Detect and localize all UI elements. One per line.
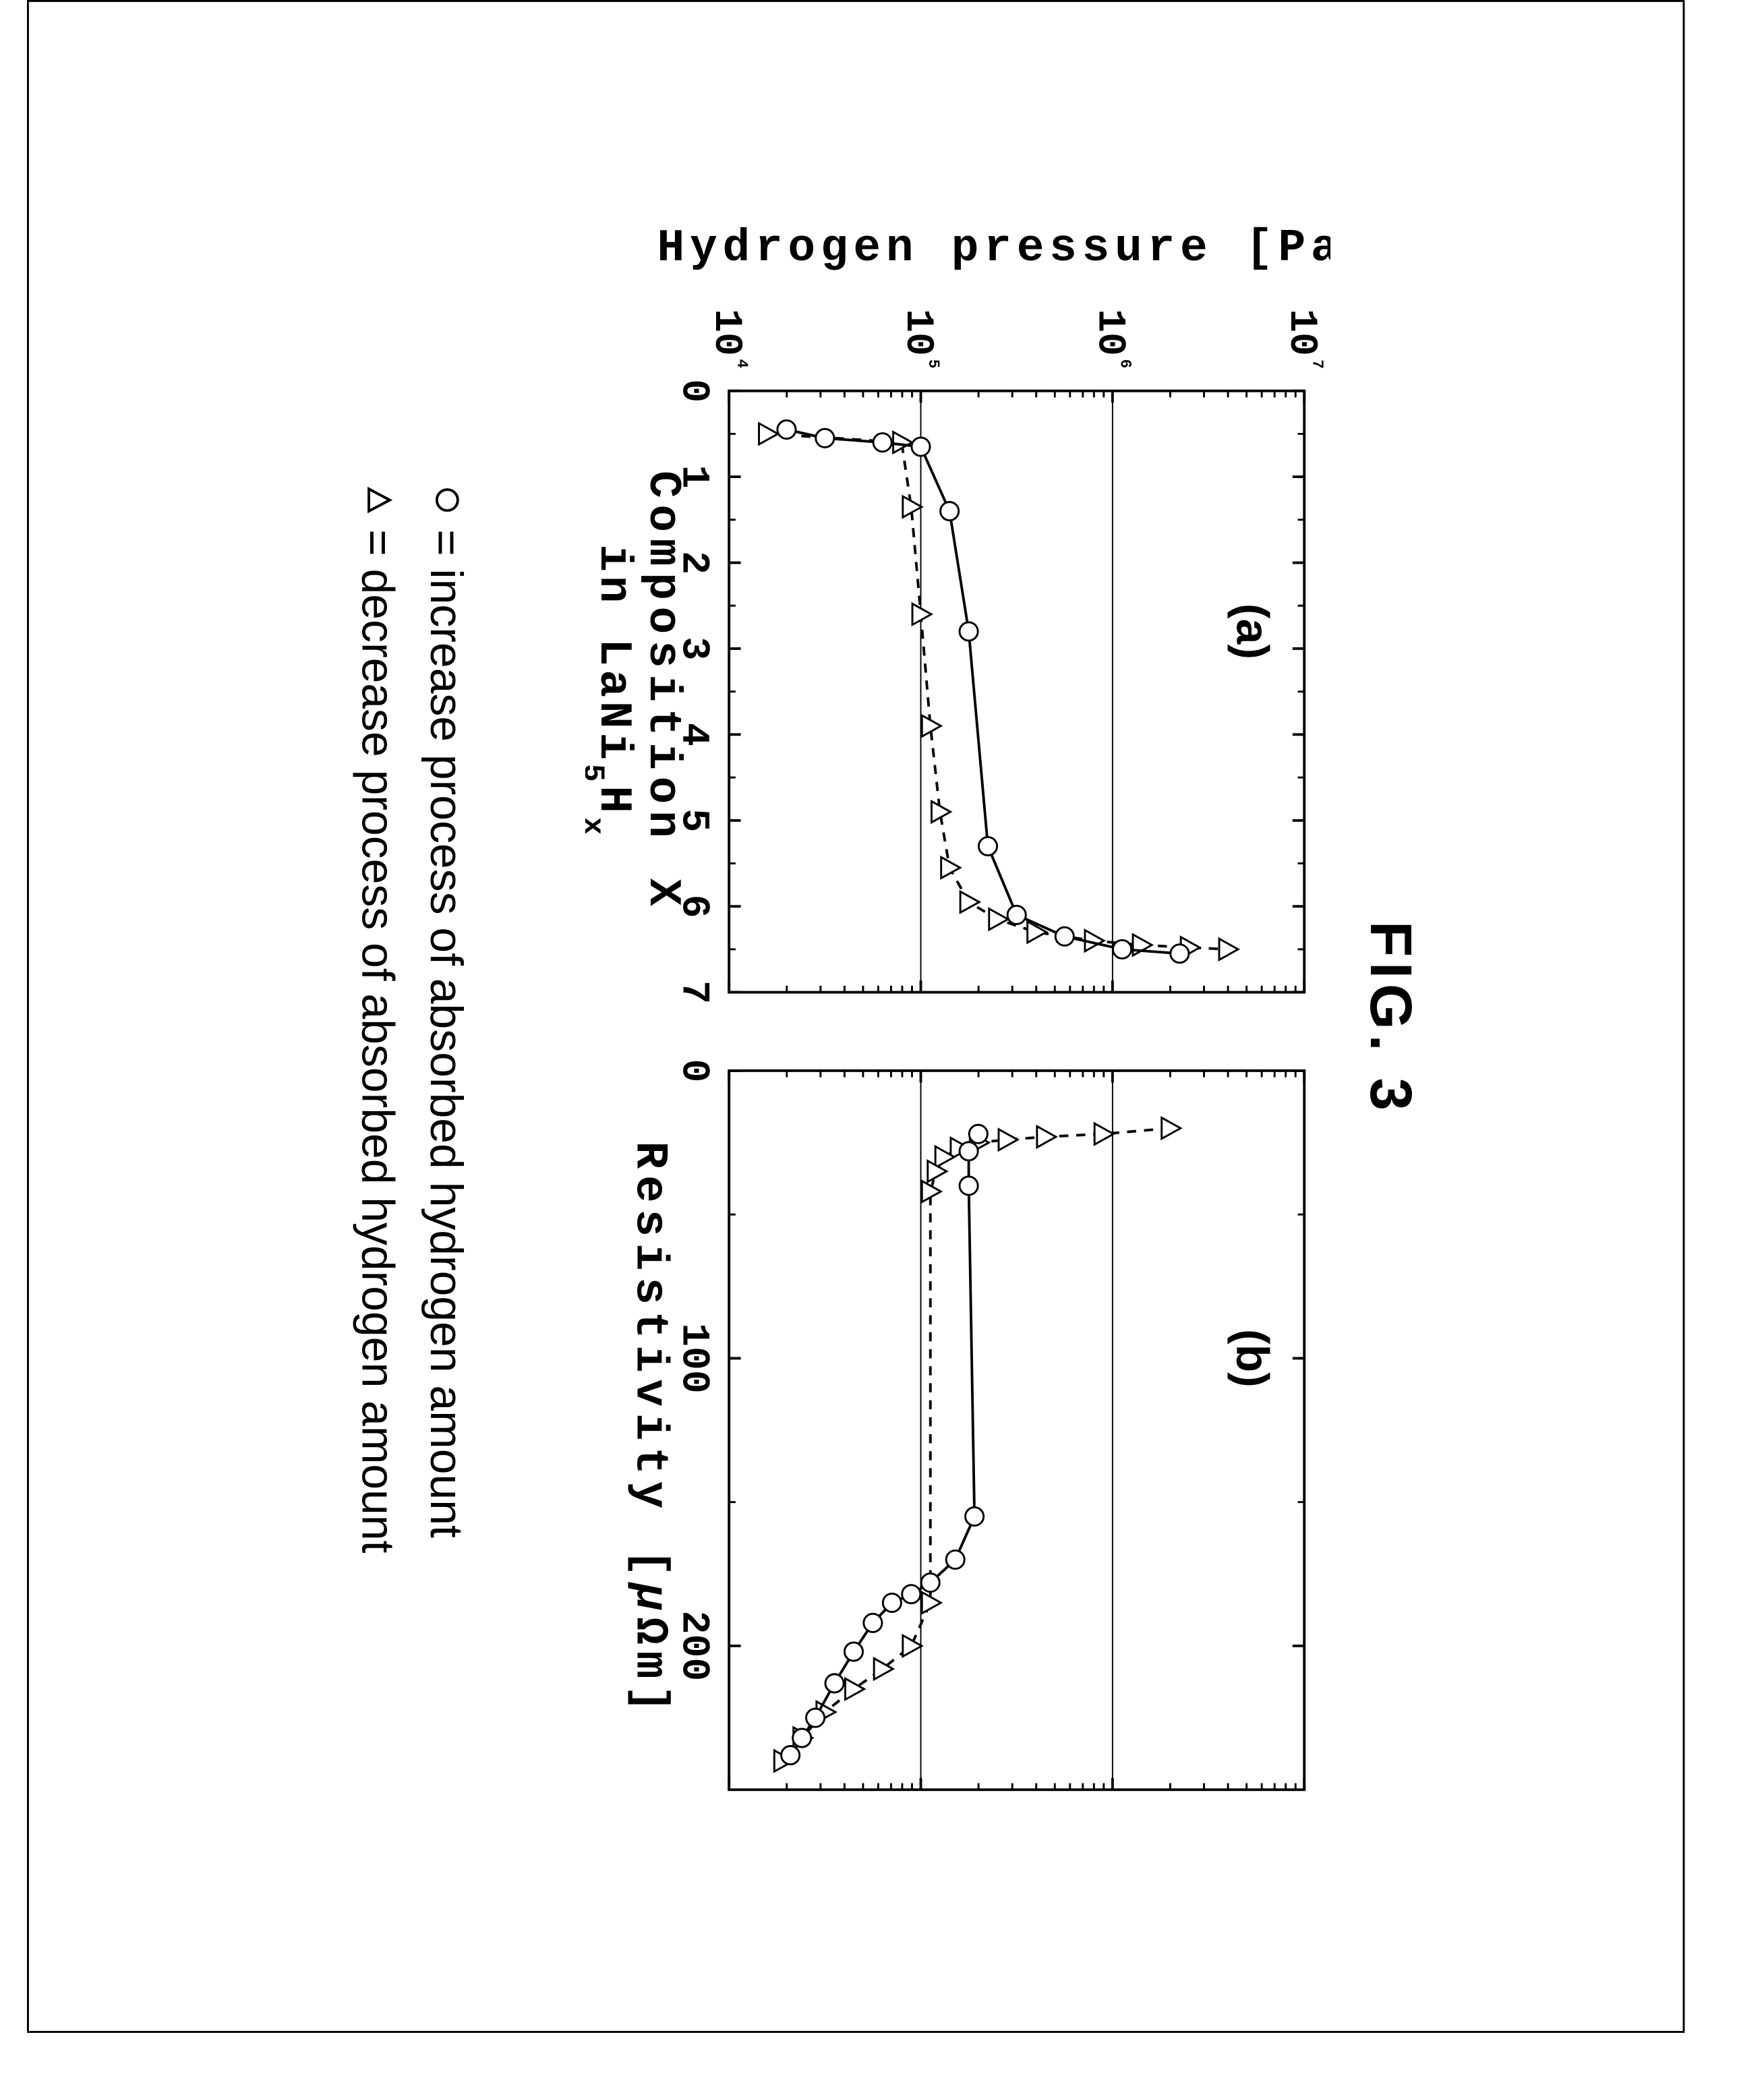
legend: = increase process of absorbed hydrogen … [344, 483, 481, 1553]
svg-text:10⁶: 10⁶ [1088, 309, 1134, 372]
legend-row-increase: = increase process of absorbed hydrogen … [412, 483, 481, 1553]
svg-text:7: 7 [672, 980, 715, 1004]
triangle-marker-icon [344, 483, 413, 516]
svg-text:(a): (a) [1227, 603, 1278, 659]
legend-row-decrease: = decrease process of absorbed hydrogen … [344, 483, 413, 1553]
svg-text:100: 100 [672, 1323, 715, 1394]
panel-b-chart: 0 100 200 (b) Resistivity [μΩm] [612, 1032, 1330, 1816]
svg-text:10⁴: 10⁴ [704, 309, 751, 372]
chart-row: 10⁴10⁵10⁶10⁷01234567(a)Composition Xin L… [585, 221, 1330, 1816]
svg-text:0: 0 [672, 379, 715, 403]
figure-title: FIG. 3 [1357, 921, 1424, 1116]
rotated-figure-content: FIG. 3 10⁴10⁵10⁶10⁷01234567(a)Compositio… [29, 2, 1739, 2035]
legend-increase-text: = increase process of absorbed hydrogen … [412, 529, 481, 1538]
svg-text:Hydrogen pressure [Pa]: Hydrogen pressure [Pa] [657, 223, 1330, 274]
svg-text:200: 200 [672, 1611, 715, 1682]
svg-text:(b): (b) [1227, 1329, 1278, 1388]
circle-marker-icon [412, 483, 481, 516]
svg-text:10⁷: 10⁷ [1279, 309, 1326, 372]
svg-text:Composition X: Composition X [637, 471, 688, 912]
svg-text:in LaNi5Hx: in LaNi5Hx [585, 544, 639, 839]
panel-a-chart: 10⁴10⁵10⁶10⁷01234567(a)Composition Xin L… [585, 221, 1330, 1005]
legend-decrease-text: = decrease process of absorbed hydrogen … [344, 529, 413, 1553]
svg-text:0: 0 [672, 1059, 715, 1082]
svg-text:Resistivity [μΩm]: Resistivity [μΩm] [624, 1142, 675, 1719]
svg-text:10⁵: 10⁵ [896, 309, 943, 372]
page-frame: FIG. 3 10⁴10⁵10⁶10⁷01234567(a)Compositio… [27, 0, 1684, 2033]
